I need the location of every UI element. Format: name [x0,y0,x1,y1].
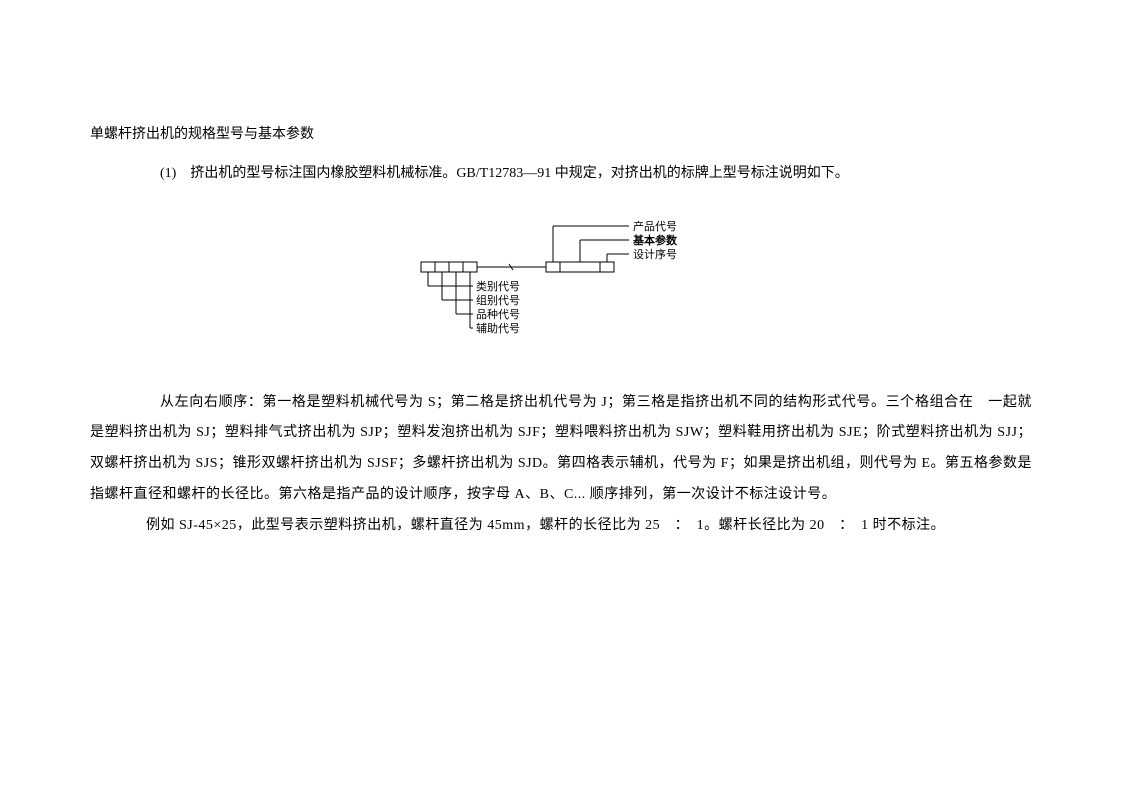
box-basic-param [560,262,600,272]
para1-text: 从左向右顺序：第一格是塑料机械代号为 S；第二格是挤出机代号为 J；第三格是指挤… [90,388,1032,511]
box-group [435,262,449,272]
label-group: 组别代号 [476,293,520,307]
paragraph-2: 例如 SJ-45×25，此型号表示塑料挤出机，螺杆直径为 45mm，螺杆的长径比… [90,511,1032,542]
box-aux [463,262,477,272]
label-basic-param: 基本参数 [632,233,678,247]
box-category [421,262,435,272]
label-design-seq: 设计序号 [633,247,677,261]
label-aux: 辅助代号 [476,321,520,335]
para2-text: 例如 SJ-45×25，此型号表示塑料挤出机，螺杆直径为 45mm，螺杆的长径比… [90,511,1032,542]
document-title: 单螺杆挤出机的规格型号与基本参数 [90,120,1032,151]
diagram-svg: 产品代号 基本参数 设计序号 类别代号 组别代号 品种代号 辅助代号 [391,218,731,338]
box-variety [449,262,463,272]
label-variety: 品种代号 [476,307,520,321]
box-product [546,262,560,272]
label-category: 类别代号 [476,279,520,293]
box-design-seq [600,262,614,272]
label-product: 产品代号 [633,219,677,233]
model-label-diagram: 产品代号 基本参数 设计序号 类别代号 组别代号 品种代号 辅助代号 [90,218,1032,338]
paragraph-1: 从左向右顺序：第一格是塑料机械代号为 S；第二格是挤出机代号为 J；第三格是指挤… [90,388,1032,511]
section-1-heading: (1) 挤出机的型号标注国内橡胶塑料机械标准。GB/T12783—91 中规定，… [90,159,1032,190]
